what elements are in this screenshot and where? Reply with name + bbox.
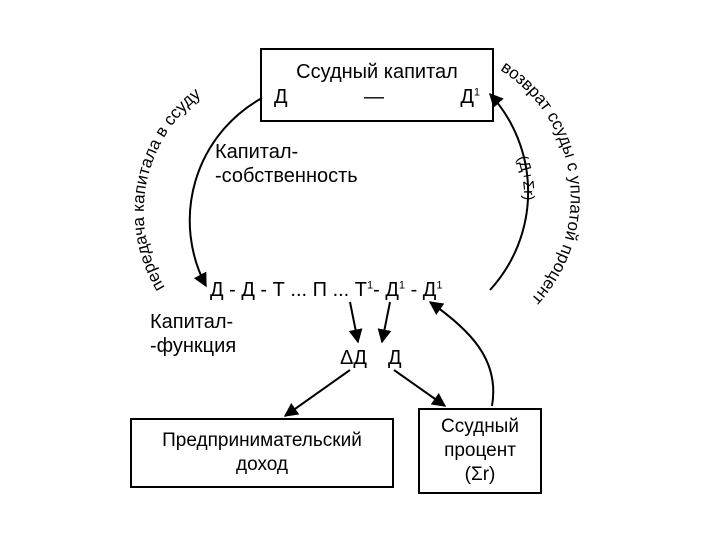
diagram-stage: Ссудный капитал Д — Д1 Капитал- -собстве…	[0, 0, 720, 540]
arrow-left-curve	[190, 98, 262, 286]
delta-right: Д	[388, 347, 402, 369]
arrow-formula-to-delta-2	[382, 302, 390, 342]
box-entrepreneur-income: Предпринимательский доход	[130, 418, 394, 488]
label-capital-function: Капитал- -функция	[150, 310, 236, 358]
box-loan-interest: Ссудный процент (Σr)	[418, 408, 542, 494]
loan-capital-right-sym: Д1	[460, 85, 480, 110]
curved-text-right-formula: (Д+Σr)	[513, 154, 537, 201]
loan-capital-dash: —	[364, 85, 384, 110]
arrow-interest-return	[430, 302, 493, 406]
curved-text-left: передача капитала в ссуду	[129, 84, 205, 295]
box-loan-capital: Ссудный капитал Д — Д1	[260, 48, 494, 122]
loan-capital-title: Ссудный капитал	[262, 60, 492, 85]
delta-row: ΔД Д	[340, 346, 402, 370]
formula-line: Д - Д - Т ... П ... Т1- Д1 - Д1	[210, 278, 442, 302]
arrow-d-to-interest	[394, 370, 445, 406]
delta-left: ΔД	[340, 347, 367, 369]
arrow-formula-to-delta-1	[350, 302, 358, 342]
arrow-right-curve	[490, 94, 528, 290]
label-capital-property: Капитал- -собственность	[215, 140, 358, 188]
loan-capital-left-sym: Д	[274, 85, 288, 110]
arrow-delta-to-income	[285, 370, 350, 416]
